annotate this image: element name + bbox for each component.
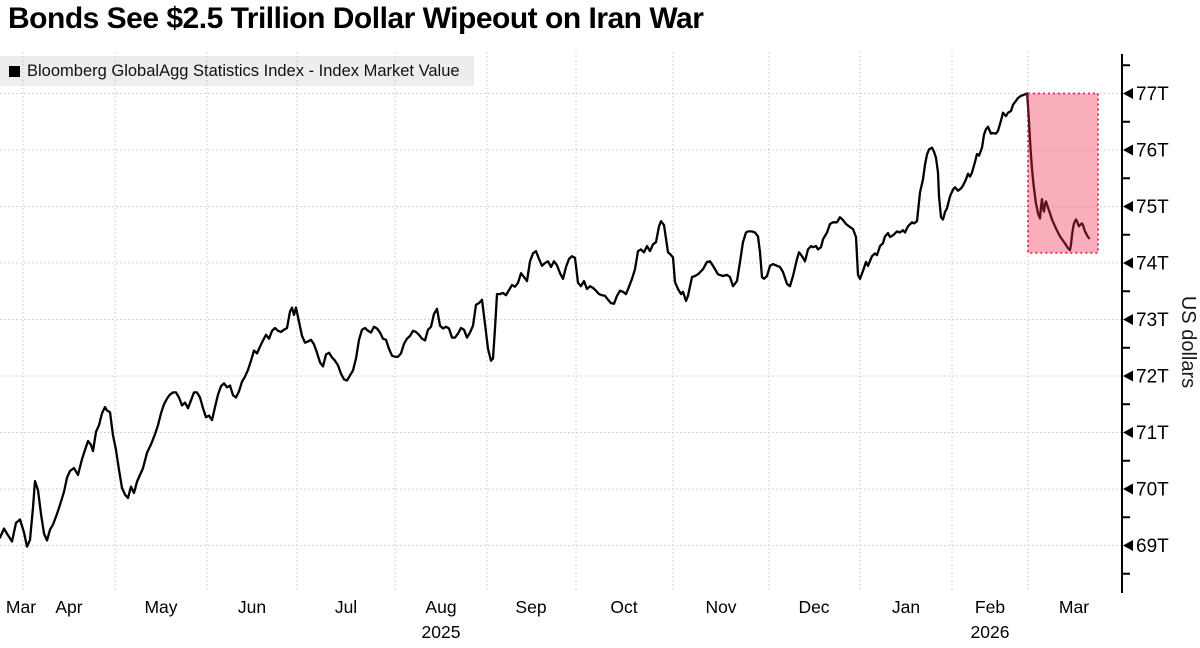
wipeout-highlight-region xyxy=(1027,92,1099,254)
x-month-label: Jun xyxy=(238,597,266,617)
x-month-label: Nov xyxy=(705,597,736,617)
x-year-label: 2025 xyxy=(422,622,461,642)
y-tick-label: 74T xyxy=(1136,254,1169,275)
y-axis-title: US dollars xyxy=(1177,296,1199,388)
x-month-label: Jul xyxy=(335,597,357,617)
x-month-label: Mar xyxy=(1059,597,1089,617)
x-year-label: 2026 xyxy=(971,622,1010,642)
y-tick-arrow-icon xyxy=(1123,257,1133,269)
y-tick-arrow-icon xyxy=(1123,201,1133,212)
y-tick-arrow-icon xyxy=(1123,314,1133,325)
x-month-label: Dec xyxy=(798,597,829,617)
chart-title: Bonds See $2.5 Trillion Dollar Wipeout o… xyxy=(8,2,704,35)
x-month-label: Oct xyxy=(610,597,637,617)
x-month-label: Aug xyxy=(425,597,456,617)
index-value-line-selloff xyxy=(1025,92,1091,252)
y-tick-arrow-icon xyxy=(1123,427,1133,438)
legend-swatch-icon xyxy=(9,65,20,77)
x-month-label: Mar xyxy=(6,597,36,617)
y-tick-label: 73T xyxy=(1136,310,1169,331)
y-tick-label: 71T xyxy=(1136,423,1169,444)
x-month-label: Apr xyxy=(55,597,82,617)
y-tick-arrow-icon xyxy=(1123,540,1133,551)
x-month-label: Feb xyxy=(975,597,1005,617)
y-tick-label: 72T xyxy=(1136,367,1169,388)
chart-legend: Bloomberg GlobalAgg Statistics Index - I… xyxy=(0,56,474,86)
y-tick-label: 76T xyxy=(1136,141,1169,162)
y-tick-arrow-icon xyxy=(1123,370,1133,382)
x-month-label: May xyxy=(144,597,177,617)
y-tick-arrow-icon xyxy=(1123,483,1133,495)
y-tick-arrow-icon xyxy=(1123,88,1133,99)
index-value-line xyxy=(0,92,1029,548)
y-tick-label: 75T xyxy=(1136,197,1169,218)
x-month-label: Jan xyxy=(892,597,920,617)
x-month-label: Sep xyxy=(515,597,546,617)
y-tick-arrow-icon xyxy=(1123,144,1133,156)
legend-label: Bloomberg GlobalAgg Statistics Index - I… xyxy=(27,61,460,80)
y-tick-label: 69T xyxy=(1136,536,1169,557)
y-tick-label: 70T xyxy=(1136,480,1169,501)
y-tick-label: 77T xyxy=(1136,84,1169,105)
